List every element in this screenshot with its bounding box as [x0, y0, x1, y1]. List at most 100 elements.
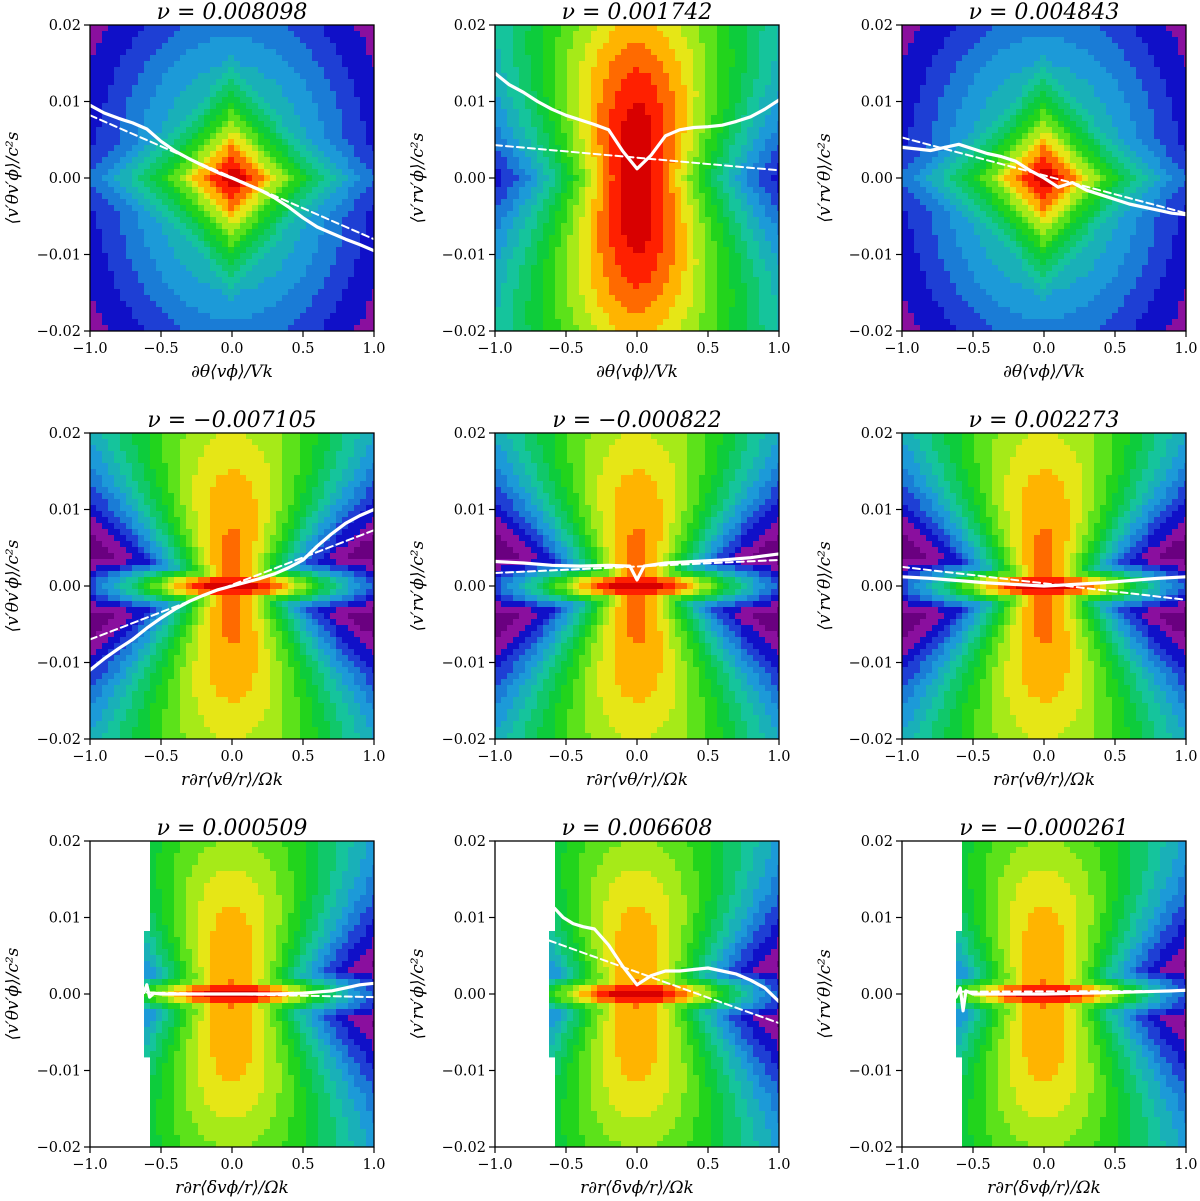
y-tick-label: 0.01 [861, 503, 893, 519]
panel-row3-col2: −1.0 −0.5 0.0 0.5 1.0 −0.02 −0.01 0.00 0.01 0.02 ν… [408, 816, 791, 1198]
x-tick-label: 1.0 [362, 341, 385, 357]
y-axis-label: ⟨v′rv′θ⟩/c²s [815, 541, 835, 631]
x-tick-label: −0.5 [143, 341, 178, 357]
y-tick-label: −0.02 [849, 732, 893, 748]
panel-row1-col3: −1.0 −0.5 0.0 0.5 1.0 −0.02 −0.01 0.00 0.01 0.02 ν… [815, 0, 1198, 382]
x-tick-label: 1.0 [767, 1157, 790, 1173]
x-tick-label: −1.0 [72, 1157, 107, 1173]
x-tick-label: 0.5 [696, 1157, 719, 1173]
panel-row2-col3: −1.0 −0.5 0.0 0.5 1.0 −0.02 −0.01 0.00 0.01 0.02 ν… [815, 408, 1198, 790]
density-heatmap [549, 841, 779, 1147]
fit-line [90, 114, 374, 241]
x-tick-label: −1.0 [477, 341, 512, 357]
x-tick-label: −0.5 [955, 1157, 990, 1173]
y-axis-label: ⟨v′θv′ϕ⟩/c²s [3, 539, 23, 632]
y-axis-label: ⟨v′rv′ϕ⟩/c²s [408, 540, 428, 631]
y-tick-label: 0.01 [454, 503, 486, 519]
x-tick-label: −1.0 [477, 749, 512, 765]
x-tick-label: −1.0 [884, 341, 919, 357]
x-tick-label: 1.0 [362, 1157, 385, 1173]
y-tick-label: 0.02 [454, 834, 486, 850]
x-tick-label: 0.5 [1103, 341, 1126, 357]
y-axis-label: ⟨v′θv′ϕ⟩/c²s [3, 947, 23, 1040]
y-tick-label: 0.02 [861, 426, 893, 442]
y-tick-label: −0.02 [442, 1140, 486, 1156]
profile-line [90, 507, 374, 672]
y-tick-label: −0.02 [442, 732, 486, 748]
x-tick-label: 0.0 [1032, 341, 1055, 357]
x-tick-label: −0.5 [143, 1157, 178, 1173]
y-tick-label: −0.02 [37, 324, 81, 340]
density-heatmap [90, 25, 374, 331]
panel-title: ν = 0.004843 [969, 0, 1120, 25]
y-tick-label: 0.01 [861, 911, 893, 927]
x-tick-label: −0.5 [143, 749, 178, 765]
y-tick-label: 0.01 [454, 95, 486, 111]
y-tick-label: 0.00 [49, 987, 81, 1003]
y-tick-label: −0.01 [442, 1064, 486, 1080]
y-axis-label: ⟨v′rv′ϕ⟩/c²s [408, 132, 428, 223]
fit-line [902, 565, 1186, 601]
y-tick-label: −0.01 [849, 1064, 893, 1080]
x-tick-label: 0.5 [291, 341, 314, 357]
x-tick-label: 0.5 [1103, 1157, 1126, 1173]
x-axis-label: r∂r⟨δvϕ/r⟩/Ωk [580, 1178, 694, 1198]
panel-row3-col3: −1.0 −0.5 0.0 0.5 1.0 −0.02 −0.01 0.00 0.01 0.02 ν… [815, 816, 1198, 1198]
y-axis-label: ⟨v′rv′θ⟩/c²s [815, 133, 835, 223]
x-tick-label: 0.0 [1032, 749, 1055, 765]
x-tick-label: 0.0 [625, 1157, 648, 1173]
x-tick-label: −1.0 [477, 1157, 512, 1173]
x-tick-label: 1.0 [1174, 1157, 1197, 1173]
x-axis-label: r∂r⟨vθ/r⟩/Ωk [181, 770, 283, 790]
y-tick-label: −0.02 [442, 324, 486, 340]
y-tick-label: 0.02 [49, 18, 81, 34]
y-tick-label: 0.01 [454, 911, 486, 927]
panel-row3-col1: −1.0 −0.5 0.0 0.5 1.0 −0.02 −0.01 0.00 0.01 0.02 ν… [3, 816, 386, 1198]
fit-line [495, 559, 779, 574]
x-tick-label: 0.0 [220, 1157, 243, 1173]
x-axis-label: ∂θ⟨vϕ⟩/Vk [596, 362, 678, 382]
x-axis-label: r∂r⟨vθ/r⟩/Ωk [993, 770, 1095, 790]
panel-row2-col1: −1.0 −0.5 0.0 0.5 1.0 −0.02 −0.01 0.00 0.01 0.02 ν… [3, 408, 386, 790]
x-axis-label: ∂θ⟨vϕ⟩/Vk [191, 362, 273, 382]
y-tick-label: 0.00 [454, 579, 486, 595]
y-axis-label: ⟨v′θv′ϕ⟩/c²s [3, 131, 23, 224]
y-tick-label: 0.00 [454, 987, 486, 1003]
x-tick-label: 0.5 [696, 749, 719, 765]
y-tick-label: −0.01 [37, 1064, 81, 1080]
x-tick-label: −1.0 [884, 1157, 919, 1173]
fit-line [548, 939, 779, 1025]
y-tick-label: −0.01 [442, 656, 486, 672]
x-tick-label: −0.5 [548, 341, 583, 357]
x-tick-label: 1.0 [1174, 341, 1197, 357]
x-tick-label: −0.5 [548, 749, 583, 765]
fit-line [957, 989, 1186, 993]
panel-title: ν = 0.006608 [562, 816, 713, 841]
x-tick-label: 0.0 [220, 341, 243, 357]
panel-title: ν = −0.007105 [147, 408, 316, 433]
x-tick-label: −0.5 [955, 341, 990, 357]
profile-line [902, 575, 1186, 588]
panel-title: ν = −0.000261 [959, 816, 1128, 841]
y-tick-label: 0.00 [861, 579, 893, 595]
panel-row1-col2: −1.0 −0.5 0.0 0.5 1.0 −0.02 −0.01 0.00 0.01 0.02 ν… [408, 0, 791, 382]
y-tick-label: −0.02 [37, 732, 81, 748]
y-tick-label: −0.01 [849, 248, 893, 264]
y-tick-label: 0.00 [861, 171, 893, 187]
y-tick-label: 0.02 [861, 834, 893, 850]
x-tick-label: 0.5 [1103, 749, 1126, 765]
panel-title: ν = −0.000822 [552, 408, 721, 433]
profile-line [553, 906, 779, 1004]
x-tick-label: 0.0 [1032, 1157, 1055, 1173]
y-tick-label: 0.02 [49, 834, 81, 850]
panel-row1-col1: −1.0 −0.5 0.0 0.5 1.0 −0.02 −0.01 0.00 0.01 0.02 ν… [3, 0, 386, 382]
density-heatmap [495, 25, 779, 331]
y-tick-label: −0.02 [37, 1140, 81, 1156]
y-tick-label: −0.02 [849, 1140, 893, 1156]
y-tick-label: −0.01 [442, 248, 486, 264]
fit-line [495, 144, 779, 172]
density-heatmap [956, 841, 1186, 1147]
x-axis-label: r∂r⟨δvϕ/r⟩/Ωk [987, 1178, 1101, 1198]
y-tick-label: 0.02 [49, 426, 81, 442]
x-tick-label: 1.0 [1174, 749, 1197, 765]
